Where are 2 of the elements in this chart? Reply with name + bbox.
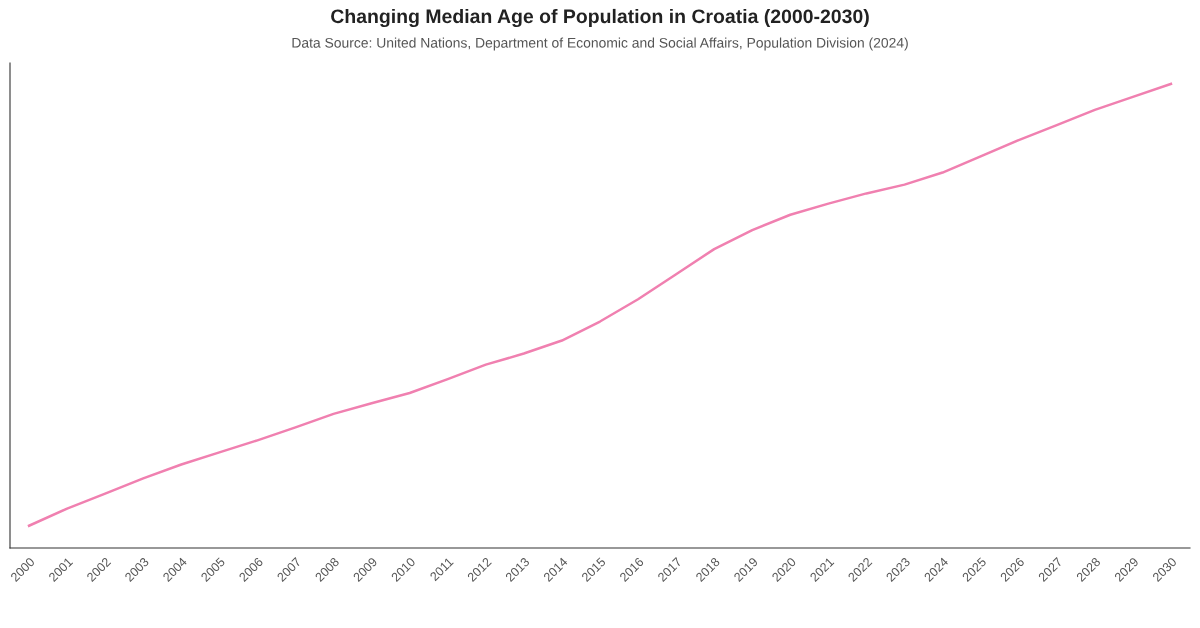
- chart-title: Changing Median Age of Population in Croatia (2000-2030): [331, 8, 869, 28]
- chart-subtitle: Data Source: United Nations, Department of Economic and Social Affairs, Population Division (2024): [292, 37, 908, 51]
